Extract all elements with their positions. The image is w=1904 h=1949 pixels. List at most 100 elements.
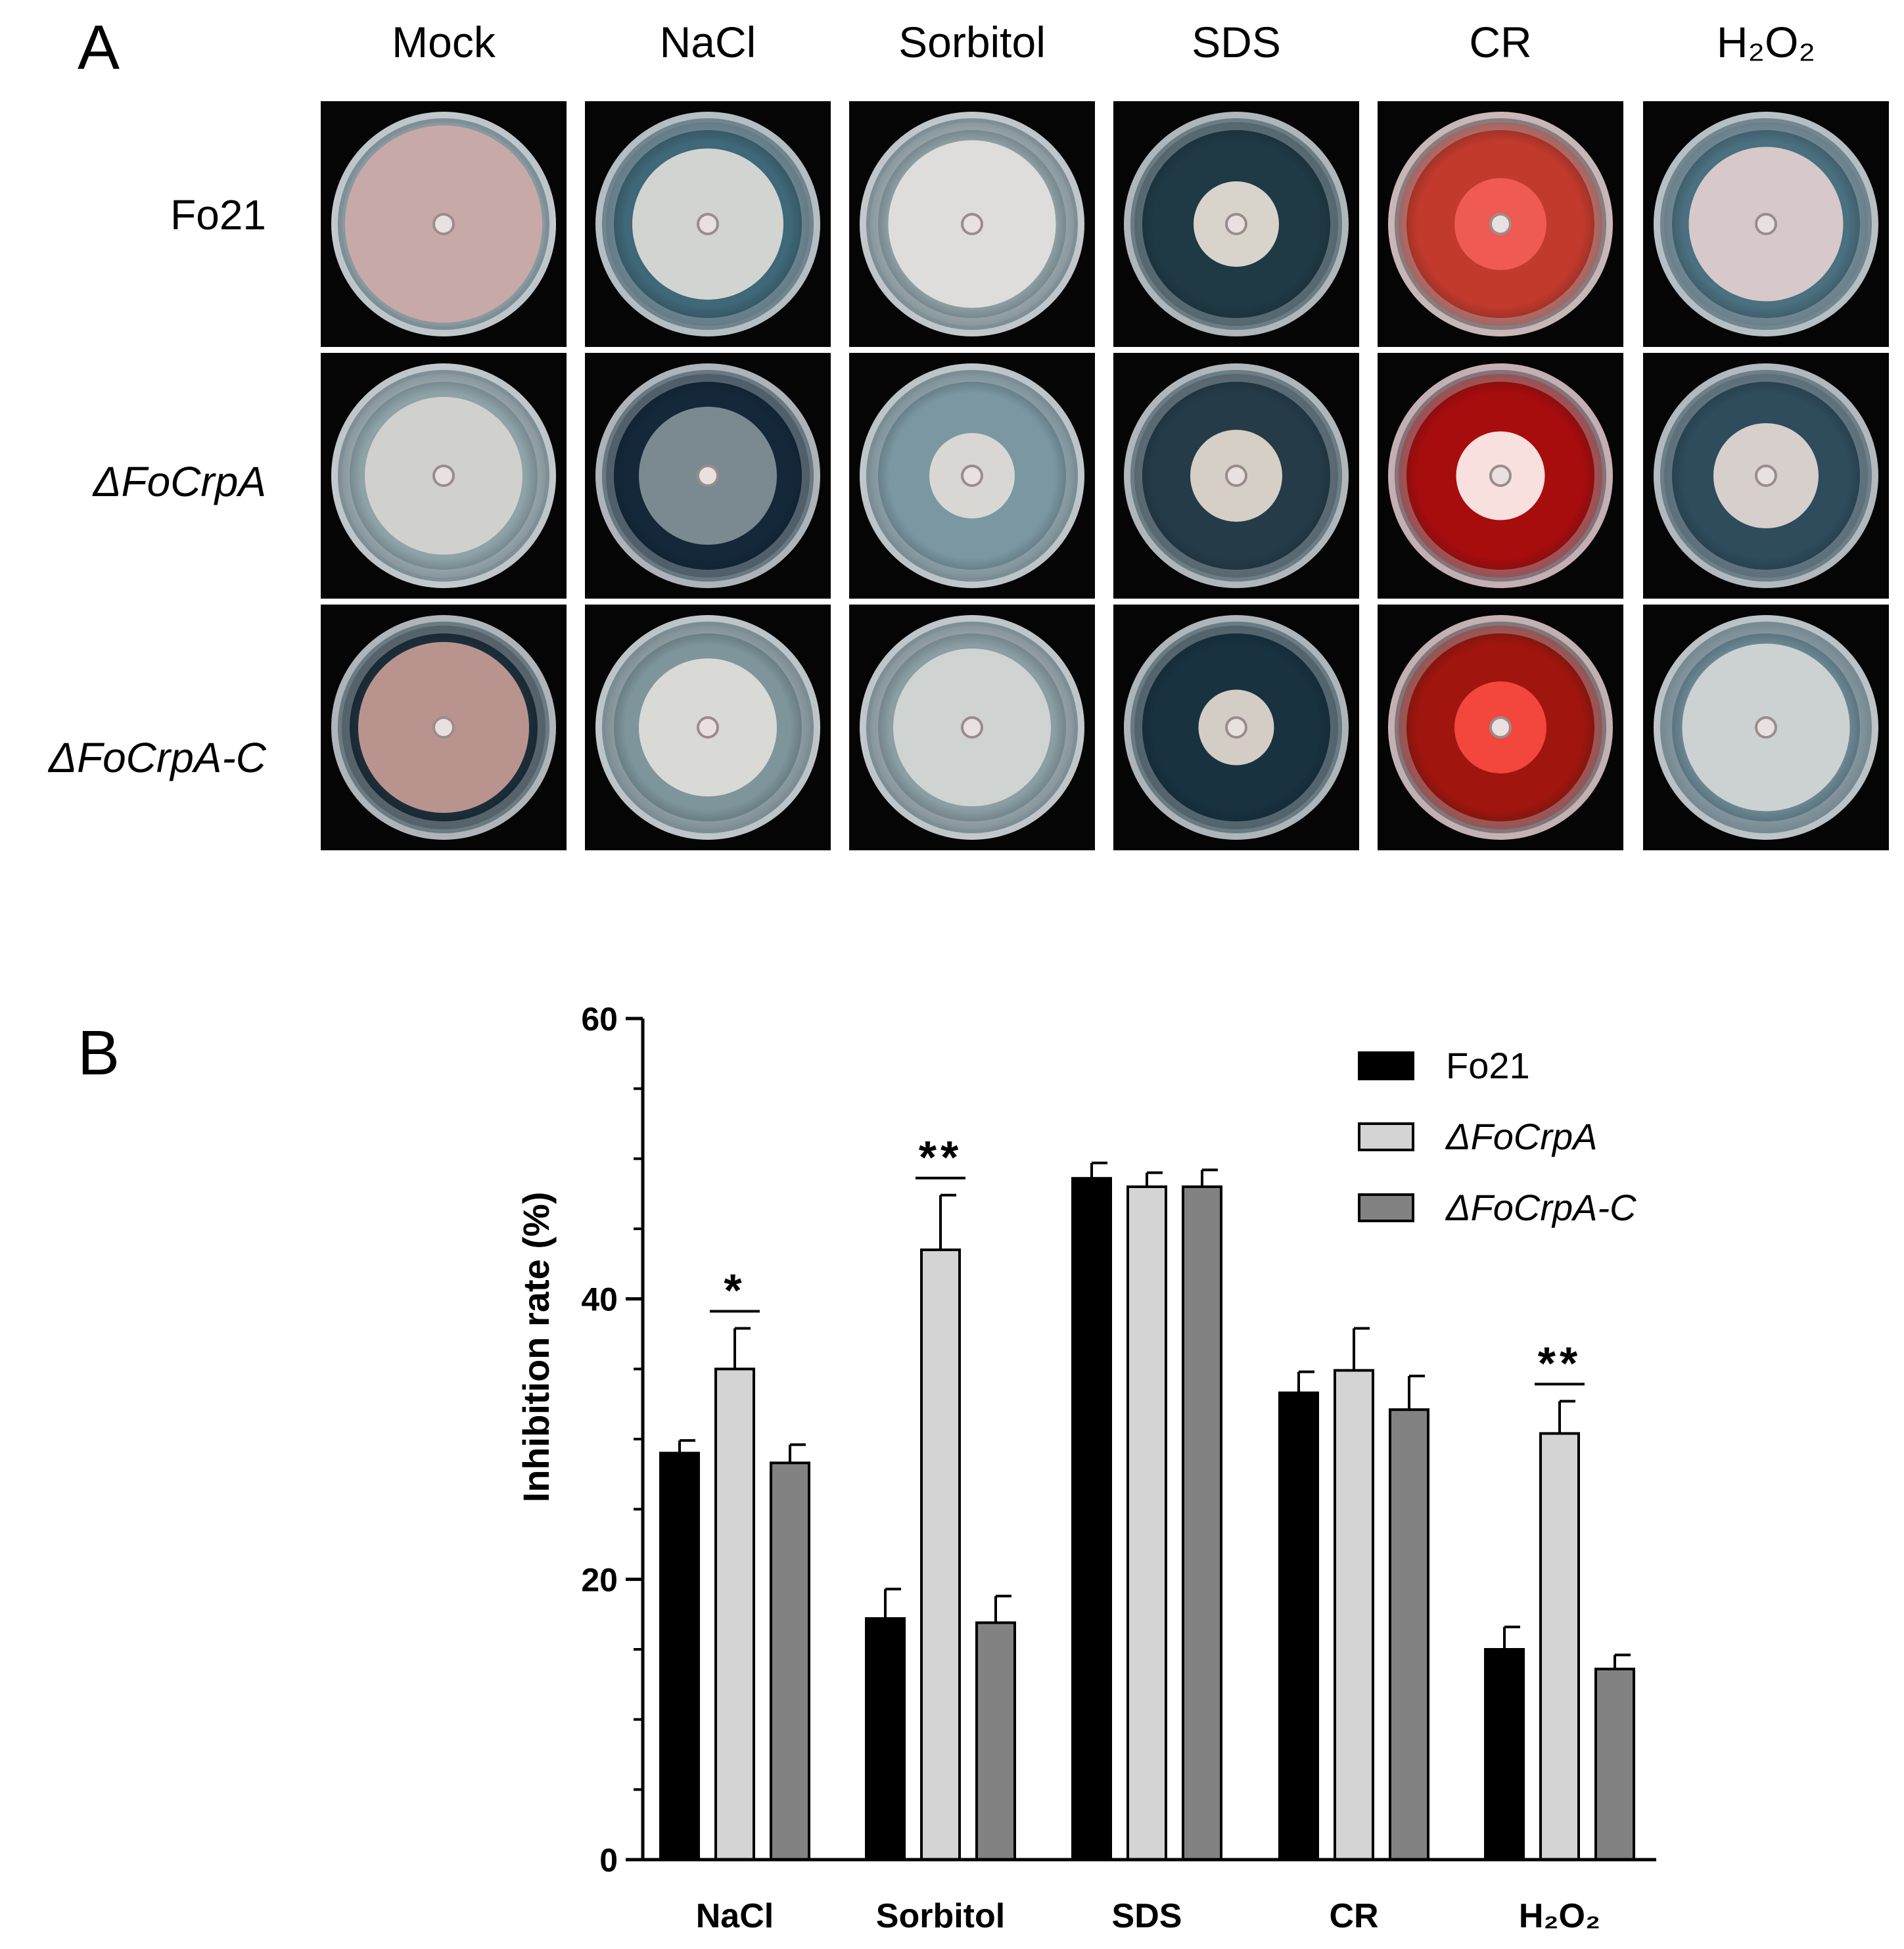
plate-fo21-cr: [1378, 101, 1623, 347]
petri-dish: [331, 363, 556, 588]
petri-dish: [1124, 112, 1349, 336]
panel-b-letter: B: [78, 1018, 120, 1088]
plate-dfocrpa-h2o2: [1643, 353, 1889, 599]
y-axis-label: Inhibition rate (%): [515, 1192, 557, 1503]
x-tick-label-sorbitol: Sorbitol: [876, 1897, 1005, 1935]
plate-fo21-mock: [321, 101, 567, 347]
legend-label-dfocrpa: ΔFoCrpA: [1445, 1116, 1598, 1157]
inoculum-plug: [1755, 716, 1777, 739]
row-header-dfocrpa: ΔFoCrpA: [93, 458, 266, 505]
petri-dish: [595, 112, 820, 336]
bar-dfocrpa-c-cr: [1389, 1408, 1429, 1861]
plate-dfocrpa-c-cr: [1378, 605, 1623, 850]
column-header-sds: SDS: [1192, 18, 1281, 66]
inoculum-plug: [432, 716, 455, 739]
row-header-dfocrpa-c: ΔFoCrpA-C: [49, 734, 266, 781]
plate-dfocrpa-mock: [321, 353, 567, 599]
inoculum-plug: [1489, 716, 1512, 739]
legend-label-fo21: Fo21: [1446, 1045, 1530, 1086]
plate-dfocrpa-c-mock: [321, 605, 567, 850]
inoculum-plug: [961, 716, 983, 739]
column-header-mock: Mock: [392, 18, 496, 66]
plate-dfocrpa-sds: [1113, 353, 1359, 599]
plate-dfocrpa-c-nacl: [585, 605, 831, 850]
inoculum-plug: [1755, 465, 1777, 487]
significance-marker-sorbitol: **: [919, 1132, 962, 1183]
column-header-nacl: NaCl: [659, 18, 756, 66]
legend-swatch-dfocrpa-c: [1358, 1193, 1414, 1222]
petri-dish: [1654, 615, 1878, 840]
inoculum-plug: [961, 465, 983, 487]
plate-dfocrpa-c-sds: [1113, 605, 1359, 850]
inoculum-plug: [1755, 213, 1777, 235]
inoculum-plug: [697, 716, 719, 739]
inoculum-plug: [1225, 213, 1247, 235]
legend-label-dfocrpa-c: ΔFoCrpA-C: [1445, 1187, 1637, 1228]
inoculum-plug: [1489, 465, 1512, 487]
plate-dfocrpa-cr: [1378, 353, 1623, 599]
plate-dfocrpa-nacl: [585, 353, 831, 599]
bar-dfocrpa-sds: [1126, 1185, 1167, 1861]
y-tick-label-0: 0: [599, 1842, 618, 1879]
x-tick-label-sds: SDS: [1112, 1897, 1182, 1935]
y-tick-label-40: 40: [581, 1281, 618, 1318]
inoculum-plug: [697, 213, 719, 235]
legend-swatch-dfocrpa: [1358, 1122, 1414, 1151]
inoculum-plug: [1225, 465, 1247, 487]
bar-fo21-sorbitol: [865, 1617, 906, 1861]
panel-a-letter: A: [78, 12, 120, 83]
plate-dfocrpa-c-h2o2: [1643, 605, 1889, 850]
bar-dfocrpa-nacl: [714, 1367, 755, 1861]
petri-dish: [1124, 363, 1349, 588]
plate-fo21-sds: [1113, 101, 1359, 347]
plate-dfocrpa-sorbitol: [849, 353, 1095, 599]
bar-fo21-nacl: [659, 1452, 700, 1861]
bar-fo21-cr: [1278, 1391, 1319, 1862]
bar-dfocrpa-sorbitol: [920, 1249, 961, 1861]
row-header-fo21: Fo21: [170, 191, 266, 239]
bar-dfocrpa-cr: [1334, 1369, 1374, 1861]
significance-marker-nacl: *: [724, 1264, 745, 1316]
petri-dish: [860, 112, 1084, 336]
petri-dish: [331, 112, 556, 336]
petri-dish: [1654, 363, 1878, 588]
bar-dfocrpa-c-nacl: [770, 1461, 810, 1861]
petri-dish: [1654, 112, 1878, 336]
inoculum-plug: [697, 465, 719, 487]
y-tick-label-60: 60: [581, 1001, 618, 1038]
petri-dish: [595, 615, 820, 840]
legend-swatch-fo21: [1358, 1051, 1414, 1080]
bar-fo21-ho: [1484, 1648, 1525, 1861]
x-tick-label-ho: H₂O₂: [1519, 1897, 1600, 1935]
bar-dfocrpa-c-ho: [1594, 1667, 1635, 1862]
inoculum-plug: [1489, 213, 1512, 235]
plate-fo21-h2o2: [1643, 101, 1889, 347]
x-tick-label-cr: CR: [1329, 1897, 1378, 1935]
inoculum-plug: [1225, 716, 1247, 739]
inoculum-plug: [961, 213, 983, 235]
petri-dish: [1124, 615, 1349, 840]
petri-dish: [1388, 112, 1613, 336]
petri-dish: [331, 615, 556, 840]
inoculum-plug: [432, 465, 455, 487]
petri-dish: [1388, 363, 1613, 588]
inoculum-plug: [432, 213, 455, 235]
y-tick-label-20: 20: [581, 1561, 618, 1598]
petri-dish: [595, 363, 820, 588]
plate-dfocrpa-c-sorbitol: [849, 605, 1095, 850]
plate-fo21-sorbitol: [849, 101, 1095, 347]
petri-dish: [860, 615, 1084, 840]
bar-fo21-sds: [1071, 1177, 1112, 1861]
column-header-sorbitol: Sorbitol: [898, 18, 1046, 66]
plate-fo21-nacl: [585, 101, 831, 347]
bar-dfocrpa-ho: [1539, 1432, 1580, 1861]
bar-dfocrpa-c-sds: [1182, 1185, 1222, 1861]
bar-dfocrpa-c-sorbitol: [975, 1621, 1016, 1861]
petri-dish: [860, 363, 1084, 588]
x-tick-label-nacl: NaCl: [696, 1897, 774, 1935]
significance-marker-ho: **: [1538, 1337, 1581, 1388]
petri-dish: [1388, 615, 1613, 840]
column-header-cr: CR: [1469, 18, 1532, 66]
column-header-h2o2: H₂O₂: [1716, 18, 1816, 66]
